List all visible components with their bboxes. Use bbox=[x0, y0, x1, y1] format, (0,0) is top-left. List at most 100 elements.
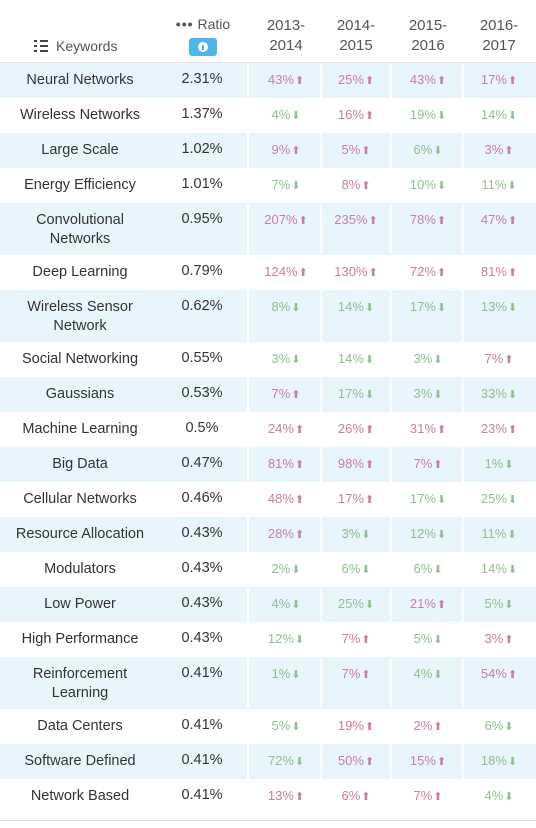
arrow-down-icon: ⬇ bbox=[507, 564, 518, 576]
change-cell: 43%⬆ bbox=[251, 72, 321, 87]
keyword-cell[interactable]: Big Data bbox=[52, 456, 108, 472]
table-row[interactable]: Modulators 0.43% 2%⬇ 6%⬇ 6%⬇ 14%⬇ bbox=[0, 552, 536, 587]
keywords-column-header[interactable]: Keywords bbox=[34, 36, 117, 56]
arrow-up-icon: ⬆ bbox=[294, 424, 305, 436]
column-divider bbox=[320, 377, 322, 412]
more-dots-icon[interactable]: ••• bbox=[175, 16, 194, 32]
list-icon bbox=[34, 40, 48, 52]
table-row[interactable]: Resource Allocation 0.43% 28%⬆ 3%⬇ 12%⬇ 11%⬇ bbox=[0, 517, 536, 552]
arrow-up-icon: ⬆ bbox=[361, 669, 371, 681]
year-column-header[interactable]: 2016- 2017 bbox=[479, 17, 519, 54]
change-value: 207% bbox=[264, 212, 298, 227]
change-value: 25% bbox=[337, 596, 364, 611]
change-value: 17% bbox=[480, 72, 507, 87]
keyword-cell[interactable]: Low Power bbox=[44, 596, 116, 612]
ratio-column-header[interactable]: ••• Ratio bbox=[168, 14, 238, 56]
table-row[interactable]: Wireless Sensor Network 0.62% 8%⬇ 14%⬇ 17%⬇ 13… bbox=[0, 290, 536, 342]
arrow-up-icon: ⬆ bbox=[504, 634, 514, 646]
table-row[interactable]: Data Centers 0.41% 5%⬇ 19%⬆ 2%⬆ 6%⬇ bbox=[0, 709, 536, 744]
keyword-cell[interactable]: Cellular Networks bbox=[23, 491, 137, 507]
table-row[interactable]: Reinforcement Learning 0.41% 1%⬇ 7%⬆ 4%⬇ 54%⬆ bbox=[0, 657, 536, 709]
table-row[interactable]: Low Power 0.43% 4%⬇ 25%⬇ 21%⬆ 5%⬇ bbox=[0, 587, 536, 622]
arrow-up-icon: ⬆ bbox=[294, 459, 305, 471]
ratio-cell: 0.41% bbox=[181, 665, 223, 681]
column-divider bbox=[320, 517, 322, 552]
change-cell: 7%⬆ bbox=[251, 386, 321, 401]
year-column-header[interactable]: 2013- 2014 bbox=[266, 17, 306, 54]
change-cell: 17%⬇ bbox=[393, 299, 463, 314]
change-cell: 4%⬇ bbox=[464, 788, 534, 803]
keyword-cell[interactable]: Reinforcement Learning bbox=[32, 666, 128, 701]
arrow-down-icon: ⬇ bbox=[364, 354, 375, 366]
change-value: 1% bbox=[484, 456, 504, 471]
column-divider bbox=[462, 657, 464, 709]
change-value: 3% bbox=[413, 386, 433, 401]
keyword-cell[interactable]: Neural Networks bbox=[26, 72, 134, 88]
keyword-cell[interactable]: Wireless Networks bbox=[19, 107, 141, 123]
table-row[interactable]: Machine Learning 0.5% 24%⬆ 26%⬆ 31%⬆ 23%⬆ bbox=[0, 412, 536, 447]
arrow-down-icon: ⬇ bbox=[504, 721, 514, 733]
change-cell: 8%⬆ bbox=[321, 177, 391, 192]
column-divider bbox=[390, 447, 392, 482]
keyword-cell[interactable]: Large Scale bbox=[41, 142, 119, 158]
arrow-down-icon: ⬇ bbox=[291, 302, 301, 314]
info-icon[interactable] bbox=[189, 38, 217, 56]
arrow-up-icon: ⬆ bbox=[504, 145, 514, 157]
ratio-cell: 0.43% bbox=[181, 630, 223, 646]
table-row[interactable]: Deep Learning 0.79% 124%⬆ 130%⬆ 72%⬆ 81%⬆ bbox=[0, 255, 536, 290]
change-value: 12% bbox=[267, 631, 294, 646]
change-value: 6% bbox=[341, 788, 361, 803]
keyword-cell[interactable]: Gaussians bbox=[45, 386, 115, 402]
table-row[interactable]: Gaussians 0.53% 7%⬆ 17%⬇ 3%⬇ 33%⬇ bbox=[0, 377, 536, 412]
arrow-up-icon: ⬆ bbox=[291, 389, 301, 401]
column-divider bbox=[390, 377, 392, 412]
ratio-cell: 1.02% bbox=[181, 141, 223, 157]
keyword-cell[interactable]: Software Defined bbox=[24, 753, 136, 769]
change-cell: 25%⬆ bbox=[321, 72, 391, 87]
table-row[interactable]: Cellular Networks 0.46% 48%⬆ 17%⬆ 17%⬇ 25%⬇ bbox=[0, 482, 536, 517]
year-column-header[interactable]: 2015- 2016 bbox=[408, 17, 448, 54]
change-cell: 5%⬇ bbox=[464, 596, 534, 611]
year-column-header[interactable]: 2014- 2015 bbox=[336, 17, 376, 54]
arrow-up-icon: ⬆ bbox=[298, 267, 308, 279]
keyword-cell[interactable]: Resource Allocation bbox=[15, 526, 145, 542]
arrow-up-icon: ⬆ bbox=[368, 215, 378, 227]
table-row[interactable]: High Performance 0.43% 12%⬇ 7%⬆ 5%⬇ 3%⬆ bbox=[0, 622, 536, 657]
change-value: 47% bbox=[480, 212, 507, 227]
change-value: 72% bbox=[267, 753, 294, 768]
keyword-cell[interactable]: Modulators bbox=[44, 561, 116, 577]
table-row[interactable]: Big Data 0.47% 81%⬆ 98%⬆ 7%⬆ 1%⬇ bbox=[0, 447, 536, 482]
table-row[interactable]: Software Defined 0.41% 72%⬇ 50%⬆ 15%⬆ 18%⬇ bbox=[0, 744, 536, 779]
keyword-cell[interactable]: Energy Efficiency bbox=[24, 177, 136, 193]
ratio-cell: 0.41% bbox=[181, 787, 223, 803]
change-value: 43% bbox=[409, 72, 436, 87]
keyword-cell[interactable]: Social Networking bbox=[21, 351, 139, 367]
table-row[interactable]: Social Networking 0.55% 3%⬇ 14%⬇ 3%⬇ 7%⬆ bbox=[0, 342, 536, 377]
arrow-down-icon: ⬇ bbox=[291, 721, 301, 733]
table-row[interactable]: Wireless Networks 1.37% 4%⬇ 16%⬆ 19%⬇ 14%⬇ bbox=[0, 98, 536, 133]
change-cell: 43%⬆ bbox=[393, 72, 463, 87]
table-row[interactable]: Convolutional Networks 0.95% 207%⬆ 235%⬆ 78%⬆… bbox=[0, 203, 536, 255]
change-value: 6% bbox=[484, 718, 504, 733]
table-row[interactable]: Neural Networks 2.31% 43%⬆ 25%⬆ 43%⬆ 17%⬆ bbox=[0, 63, 536, 98]
table-row[interactable]: Network Based 0.41% 13%⬆ 6%⬆ 7%⬆ 4%⬇ bbox=[0, 779, 536, 814]
change-value: 26% bbox=[337, 421, 364, 436]
table-row[interactable]: Large Scale 1.02% 9%⬆ 5%⬆ 6%⬇ 3%⬆ bbox=[0, 133, 536, 168]
keyword-cell[interactable]: High Performance bbox=[21, 631, 139, 647]
keyword-cell[interactable]: Convolutional Networks bbox=[36, 212, 124, 247]
ratio-cell: 0.79% bbox=[181, 263, 223, 279]
column-divider bbox=[320, 587, 322, 622]
change-cell: 48%⬆ bbox=[251, 491, 321, 506]
keyword-cell[interactable]: Data Centers bbox=[37, 718, 123, 734]
arrow-down-icon: ⬇ bbox=[433, 145, 443, 157]
keyword-cell[interactable]: Network Based bbox=[30, 788, 130, 804]
arrow-down-icon: ⬇ bbox=[291, 110, 301, 122]
keyword-cell[interactable]: Wireless Sensor Network bbox=[27, 299, 133, 334]
keyword-cell[interactable]: Deep Learning bbox=[32, 264, 128, 280]
keyword-cell[interactable]: Machine Learning bbox=[22, 421, 138, 437]
change-value: 14% bbox=[480, 107, 507, 122]
table-row[interactable]: Energy Efficiency 1.01% 7%⬇ 8%⬆ 10%⬇ 11%⬇ bbox=[0, 168, 536, 203]
arrow-up-icon: ⬆ bbox=[364, 756, 375, 768]
column-divider bbox=[390, 203, 392, 255]
